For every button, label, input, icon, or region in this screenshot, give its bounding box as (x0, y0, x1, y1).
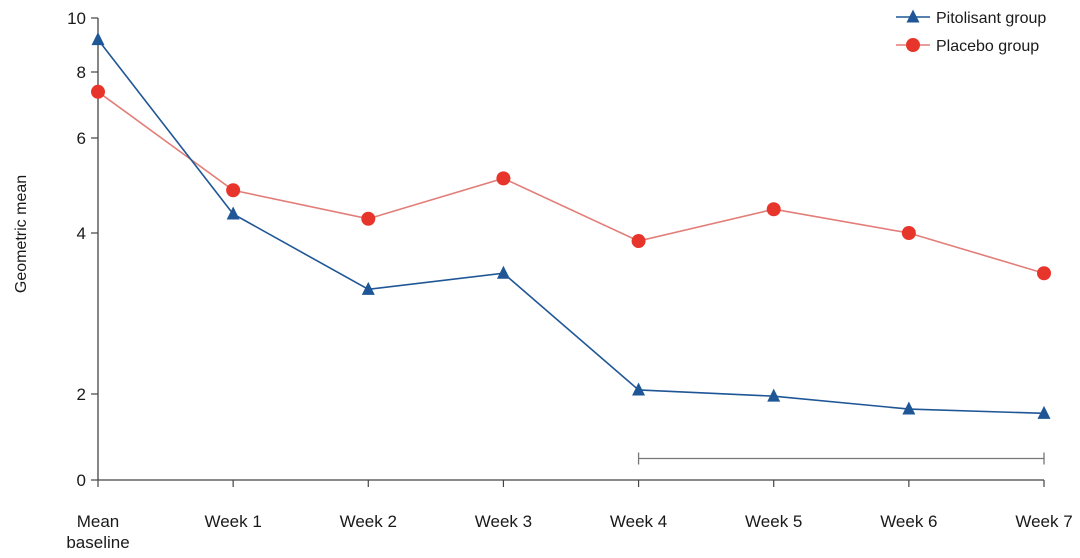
placebo-data-point (226, 183, 241, 198)
placebo-data-point (901, 226, 916, 240)
legend-label: Placebo group (936, 38, 1039, 55)
x-tick-label: Week 3 (475, 512, 532, 531)
series-layer (91, 32, 1051, 419)
x-tick-label: Week 7 (1015, 512, 1072, 531)
placebo-data-point (496, 171, 511, 186)
legend-marker (906, 9, 920, 23)
pitolisant-data-point (91, 32, 105, 46)
placebo-data-point (766, 202, 781, 217)
x-tick-label: Week 1 (204, 512, 261, 531)
y-axis-title: Geometric mean (13, 175, 30, 293)
x-tick-label: Week 2 (340, 512, 397, 531)
placebo-data-point (631, 234, 646, 249)
pitolisant-data-point (226, 206, 240, 220)
placebo-data-point (1037, 266, 1051, 281)
x-tick-label: Week 4 (610, 512, 667, 531)
pitolisant-data-point (496, 265, 510, 279)
series-line-pitolisant (97, 39, 1045, 415)
legend-marker (906, 38, 920, 52)
placebo-data-point (91, 84, 105, 99)
y-tick-label: 10 (67, 9, 86, 28)
legend: Pitolisant group Placebo group (896, 9, 1046, 55)
pitolisant-data-point (361, 281, 375, 295)
y-axis-ticks: 0 2 4 6 8 10 (67, 9, 98, 490)
x-tick-label: Week 6 (880, 512, 937, 531)
y-tick-label: 6 (77, 129, 86, 148)
pitolisant-data-point (632, 382, 646, 396)
axes (97, 18, 1044, 481)
y-tick-label: 4 (77, 224, 86, 243)
significance-bracket (637, 452, 1045, 465)
series-line-placebo (97, 91, 1045, 275)
y-tick-label: 0 (77, 471, 86, 490)
y-tick-label: 8 (77, 63, 86, 82)
x-axis-ticks: Mean baseline Week 1 Week 2 Week 3 Week 4 Week… (66, 480, 1073, 552)
pitolisant-data-point (767, 388, 781, 402)
placebo-data-point (361, 211, 376, 226)
pitolisant-data-point (1037, 405, 1051, 419)
pitolisant-data-point (902, 401, 916, 415)
y-tick-label: 2 (77, 385, 86, 404)
x-tick-label: Week 5 (745, 512, 802, 531)
legend-label: Pitolisant group (936, 10, 1046, 27)
x-tick-label: Mean baseline (66, 512, 129, 552)
